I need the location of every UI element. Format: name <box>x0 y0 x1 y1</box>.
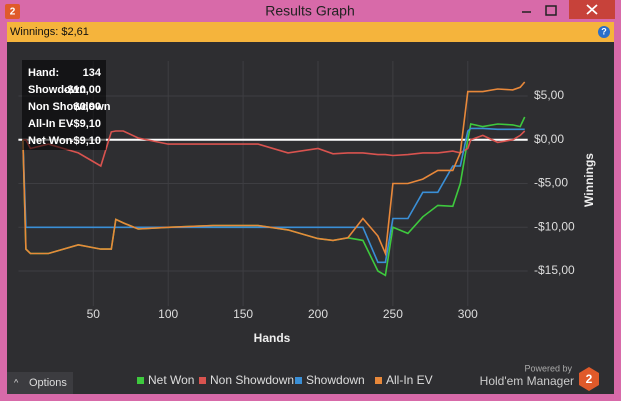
legend-swatch <box>375 377 382 384</box>
tooltip-label: All-In EV <box>28 118 74 130</box>
tooltip-label: Non Showdown <box>28 101 111 113</box>
x-tick-label: 200 <box>308 307 328 321</box>
app-icon-text: 2 <box>10 7 16 18</box>
legend-label: Net Won <box>148 373 194 387</box>
tooltip-value: -$9,10 <box>70 135 101 147</box>
x-tick-label: 300 <box>458 307 478 321</box>
legend-label: Showdown <box>306 373 365 387</box>
brand: Hold'em Manager <box>480 374 574 388</box>
series-line <box>22 127 525 264</box>
x-tick-label: 50 <box>87 307 101 321</box>
y-axis-title: Winnings <box>582 153 596 207</box>
x-tick-label: 250 <box>383 307 403 321</box>
chart-panel <box>7 42 614 394</box>
summary-text: Winnings: $2,61 <box>10 26 89 38</box>
close-icon <box>586 4 598 15</box>
y-tick-label: -$5,00 <box>534 176 568 190</box>
legend-swatch <box>137 377 144 384</box>
window-title: Results Graph <box>265 3 354 19</box>
y-tick-label: -$15,00 <box>534 263 575 277</box>
brand-logo-text: 2 <box>586 372 593 386</box>
series-line <box>22 130 526 168</box>
legend-swatch <box>199 377 206 384</box>
help-icon: ? <box>601 26 607 36</box>
tooltip-value: -$10,00 <box>64 84 101 96</box>
tooltip-label: Net Won <box>28 135 73 147</box>
tooltip <box>22 60 106 150</box>
tooltip-label: Hand: <box>28 67 59 79</box>
options-button[interactable] <box>7 372 73 394</box>
tooltip-value: 134 <box>83 67 102 79</box>
tooltip-value: $0,90 <box>73 101 101 113</box>
series-line <box>22 81 526 257</box>
x-axis-title: Hands <box>254 331 291 345</box>
y-tick-label: $5,00 <box>534 88 564 102</box>
options-label: Options <box>29 377 67 389</box>
y-tick-label: -$10,00 <box>534 219 575 233</box>
help-button[interactable] <box>598 26 610 38</box>
y-tick-label: $0,00 <box>534 132 564 146</box>
tooltip-value: -$9,10 <box>70 118 101 130</box>
x-tick-label: 150 <box>233 307 253 321</box>
tooltip-label: Showdown <box>28 84 86 96</box>
x-tick-label: 100 <box>158 307 178 321</box>
title-bar <box>0 0 621 22</box>
powered-by: Powered by <box>524 363 572 373</box>
maximize-button[interactable] <box>545 5 557 16</box>
brand-logo <box>579 367 599 391</box>
legend-label: All-In EV <box>386 373 433 387</box>
options-caret: ^ <box>14 377 19 387</box>
app-icon <box>5 4 20 19</box>
legend-label: Non Showdown <box>210 373 294 387</box>
legend-swatch <box>295 377 302 384</box>
summary-bar <box>7 22 614 42</box>
